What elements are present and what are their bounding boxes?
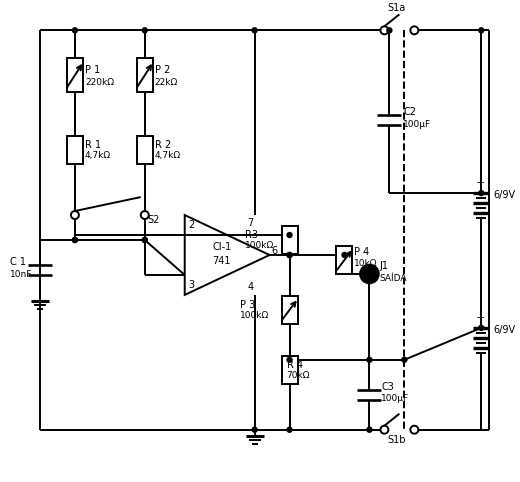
Circle shape (72, 28, 77, 33)
Text: R 4: R 4 (287, 360, 303, 370)
Text: CI-1: CI-1 (213, 242, 232, 252)
Text: 6/9V: 6/9V (493, 325, 515, 335)
Text: 10nF: 10nF (10, 270, 32, 280)
Text: P 1: P 1 (85, 65, 100, 75)
Text: 741: 741 (213, 256, 231, 266)
Text: 100kΩ: 100kΩ (244, 241, 274, 251)
Text: J1: J1 (380, 261, 388, 271)
Text: 6/9V: 6/9V (493, 190, 515, 200)
Bar (281, 226, 297, 254)
Text: C 1: C 1 (10, 257, 26, 267)
Circle shape (367, 357, 372, 362)
Text: P 2: P 2 (155, 65, 170, 75)
Text: 100μF: 100μF (404, 120, 432, 129)
Circle shape (142, 238, 147, 242)
Circle shape (360, 265, 379, 283)
Bar (67, 136, 83, 164)
Circle shape (71, 211, 79, 219)
Text: S2: S2 (148, 215, 160, 225)
Circle shape (142, 28, 147, 33)
Circle shape (402, 357, 407, 362)
Text: 7: 7 (248, 218, 254, 228)
Text: 100μF: 100μF (381, 394, 410, 403)
Circle shape (141, 211, 149, 219)
Text: 4,7kΩ: 4,7kΩ (85, 151, 111, 160)
Circle shape (479, 190, 484, 196)
Text: 220kΩ: 220kΩ (85, 78, 114, 87)
Circle shape (142, 238, 147, 242)
Circle shape (410, 426, 419, 434)
Circle shape (72, 238, 77, 242)
Text: 22kΩ: 22kΩ (155, 78, 178, 87)
Text: P 3: P 3 (240, 300, 255, 310)
Text: 2: 2 (189, 220, 195, 230)
Text: +: + (476, 313, 486, 323)
Text: P 4: P 4 (355, 247, 370, 257)
Circle shape (287, 357, 292, 362)
Circle shape (410, 27, 419, 34)
Text: R3: R3 (244, 230, 257, 240)
Bar (281, 296, 297, 324)
Text: R 2: R 2 (155, 140, 171, 150)
Bar (336, 246, 353, 274)
Circle shape (381, 426, 388, 434)
Circle shape (342, 253, 347, 257)
Text: SAÍDA: SAÍDA (380, 274, 407, 283)
Bar (137, 136, 153, 164)
Circle shape (252, 427, 257, 432)
Text: R 1: R 1 (85, 140, 101, 150)
Circle shape (287, 427, 292, 432)
Circle shape (479, 28, 484, 33)
Text: 4: 4 (248, 282, 254, 292)
Text: 70kΩ: 70kΩ (287, 371, 310, 380)
Circle shape (287, 253, 292, 257)
Circle shape (72, 238, 77, 242)
Text: 3: 3 (189, 280, 195, 290)
Text: 100kΩ: 100kΩ (240, 311, 269, 321)
Bar (137, 58, 153, 92)
Circle shape (287, 232, 292, 238)
Circle shape (287, 253, 292, 257)
Circle shape (381, 27, 388, 34)
Bar (67, 58, 83, 92)
Text: 6: 6 (271, 246, 278, 256)
Text: +: + (476, 178, 486, 188)
Circle shape (479, 325, 484, 330)
Text: S1b: S1b (387, 435, 406, 445)
Text: S1a: S1a (387, 3, 406, 13)
Circle shape (367, 427, 372, 432)
Text: C2: C2 (404, 107, 417, 117)
Circle shape (387, 28, 392, 33)
Text: 4,7kΩ: 4,7kΩ (155, 151, 181, 160)
Circle shape (252, 28, 257, 33)
Bar (281, 356, 297, 384)
Text: 10kΩ: 10kΩ (355, 259, 378, 268)
Text: C3: C3 (381, 382, 394, 392)
